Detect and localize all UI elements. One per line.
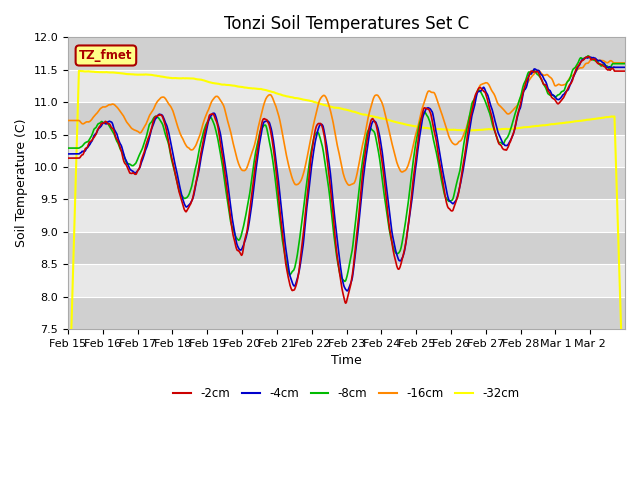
Bar	[68, 232, 625, 264]
Bar	[68, 37, 625, 70]
Text: TZ_fmet: TZ_fmet	[79, 49, 132, 62]
Bar	[68, 70, 625, 102]
Bar	[68, 134, 625, 167]
Bar	[68, 297, 625, 329]
Bar	[68, 199, 625, 232]
Bar	[68, 167, 625, 199]
Bar	[68, 264, 625, 297]
Y-axis label: Soil Temperature (C): Soil Temperature (C)	[15, 119, 28, 247]
Legend: -2cm, -4cm, -8cm, -16cm, -32cm: -2cm, -4cm, -8cm, -16cm, -32cm	[168, 383, 524, 405]
Title: Tonzi Soil Temperatures Set C: Tonzi Soil Temperatures Set C	[224, 15, 469, 33]
Bar	[68, 102, 625, 134]
X-axis label: Time: Time	[331, 354, 362, 367]
